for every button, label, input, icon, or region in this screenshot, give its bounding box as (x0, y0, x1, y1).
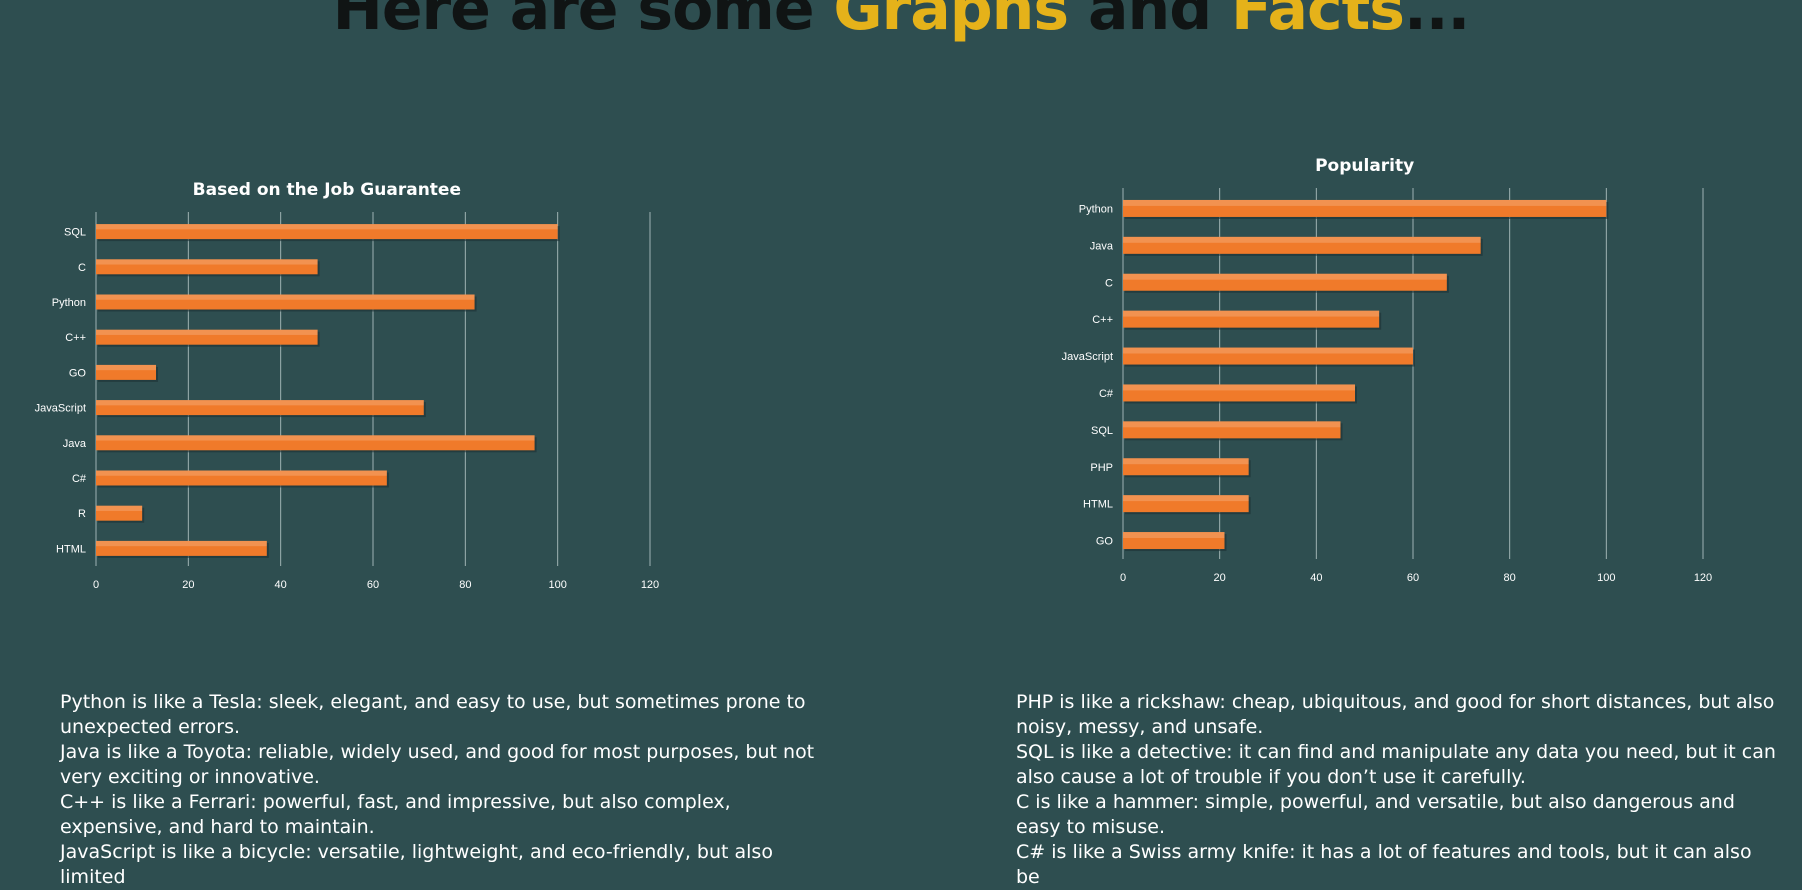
category-label: SQL (1091, 425, 1113, 437)
x-tick-label: 0 (93, 579, 99, 591)
bar-highlight (96, 540, 267, 547)
bar-highlight (1123, 273, 1447, 280)
bar (1123, 421, 1341, 439)
fact-java: Java is like a Toyota: reliable, widely … (60, 741, 815, 788)
heading-highlight-facts: Facts (1231, 0, 1405, 44)
bar (1123, 532, 1225, 550)
category-label: C# (1099, 388, 1114, 400)
x-tick-label: 20 (182, 579, 194, 591)
bar-highlight (96, 329, 318, 335)
bar (1123, 273, 1447, 291)
x-tick-label: 100 (1597, 572, 1615, 584)
page-heading: Here are some Graphs and Facts... (0, 0, 1802, 44)
bar (96, 505, 143, 521)
bar-highlight (1123, 347, 1413, 354)
bar (96, 329, 318, 345)
heading-highlight-graphs: Graphs (833, 0, 1069, 44)
bar (96, 224, 558, 240)
bar-highlight (1123, 532, 1225, 538)
bar (1123, 310, 1380, 328)
fact-csharp: C# is like a Swiss army knife: it has a … (1016, 841, 1752, 888)
heading-part-1: Here are some (332, 0, 834, 44)
fact-python: Python is like a Tesla: sleek, elegant, … (60, 691, 806, 738)
x-tick-label: 120 (641, 579, 659, 591)
fact-sql: SQL is like a detective: it can find and… (1016, 741, 1776, 788)
fact-c: C is like a hammer: simple, powerful, an… (1016, 791, 1735, 838)
x-tick-label: 0 (1120, 572, 1126, 584)
category-label: Java (63, 438, 87, 450)
x-tick-label: 60 (1407, 572, 1419, 584)
category-label: GO (1096, 536, 1114, 548)
popularity-chart: Popularity 0 20 40 60 80 100 120 Python Java C C++ J… (1040, 146, 1740, 596)
bar (1123, 458, 1249, 476)
x-tick-label: 80 (1504, 572, 1516, 584)
bar (96, 540, 267, 556)
fact-php: PHP is like a rickshaw: cheap, ubiquitou… (1016, 691, 1775, 738)
category-label: Python (1079, 203, 1113, 215)
bar-highlight (96, 435, 535, 441)
category-label: C++ (1092, 314, 1113, 326)
category-label: C++ (65, 332, 86, 344)
category-label: GO (69, 367, 87, 379)
bar (96, 259, 318, 275)
bar (96, 435, 535, 451)
bar-highlight (1123, 236, 1481, 243)
x-tick-label: 100 (548, 579, 566, 591)
bar-highlight (96, 259, 318, 265)
bar (1123, 347, 1413, 365)
fact-javascript: JavaScript is like a bicycle: versatile,… (60, 841, 773, 888)
category-label: R (78, 508, 86, 520)
bar-highlight (96, 400, 424, 406)
bar-highlight (96, 364, 157, 371)
bar-highlight (1123, 458, 1249, 465)
bar (1123, 199, 1607, 217)
x-tick-label: 20 (1214, 572, 1226, 584)
chart-title: Popularity (1315, 156, 1414, 176)
x-tick-label: 120 (1694, 572, 1712, 584)
bar-highlight (1123, 310, 1380, 317)
category-label: JavaScript (1062, 351, 1113, 363)
fact-cpp: C++ is like a Ferrari: powerful, fast, a… (60, 791, 731, 838)
bar (1123, 384, 1355, 402)
bar-highlight (96, 294, 475, 300)
bar-highlight (1123, 421, 1341, 428)
bar (1123, 495, 1249, 513)
category-label: Python (52, 297, 86, 309)
heading-part-5: ... (1403, 0, 1470, 44)
bar-highlight (1123, 199, 1607, 206)
x-tick-label: 60 (367, 579, 379, 591)
category-label: JavaScript (35, 403, 86, 415)
bar-highlight (96, 224, 558, 230)
bar (96, 294, 475, 310)
category-label: SQL (64, 227, 86, 239)
category-label: Java (1090, 240, 1114, 252)
bar-highlight (1123, 384, 1355, 391)
category-label: C (1105, 277, 1113, 289)
category-label: HTML (56, 543, 86, 555)
bar (1123, 236, 1481, 254)
facts-right: PHP is like a rickshaw: cheap, ubiquitou… (1016, 690, 1776, 890)
bar-highlight (96, 505, 143, 511)
bar-highlight (96, 470, 387, 476)
bar (96, 400, 424, 416)
bar (96, 470, 387, 486)
category-label: C# (72, 473, 87, 485)
x-tick-label: 40 (1310, 572, 1322, 584)
job-guarantee-chart: Based on the Job Guarantee 0 20 40 60 80 100 12… (20, 172, 690, 602)
chart-title: Based on the Job Guarantee (193, 180, 461, 200)
category-label: C (78, 262, 86, 274)
job-guarantee-chart-svg: Based on the Job Guarantee 0 20 40 60 80 100 12… (35, 180, 660, 591)
facts-left: Python is like a Tesla: sleek, elegant, … (60, 690, 820, 890)
heading-part-3: and (1068, 0, 1232, 44)
x-tick-label: 80 (459, 579, 471, 591)
bar-highlight (1123, 495, 1249, 502)
category-label: PHP (1090, 462, 1113, 474)
bar (96, 364, 157, 380)
x-tick-label: 40 (275, 579, 287, 591)
category-label: HTML (1083, 499, 1113, 511)
popularity-chart-svg: Popularity 0 20 40 60 80 100 120 Python Java C C++ J… (1062, 156, 1713, 584)
